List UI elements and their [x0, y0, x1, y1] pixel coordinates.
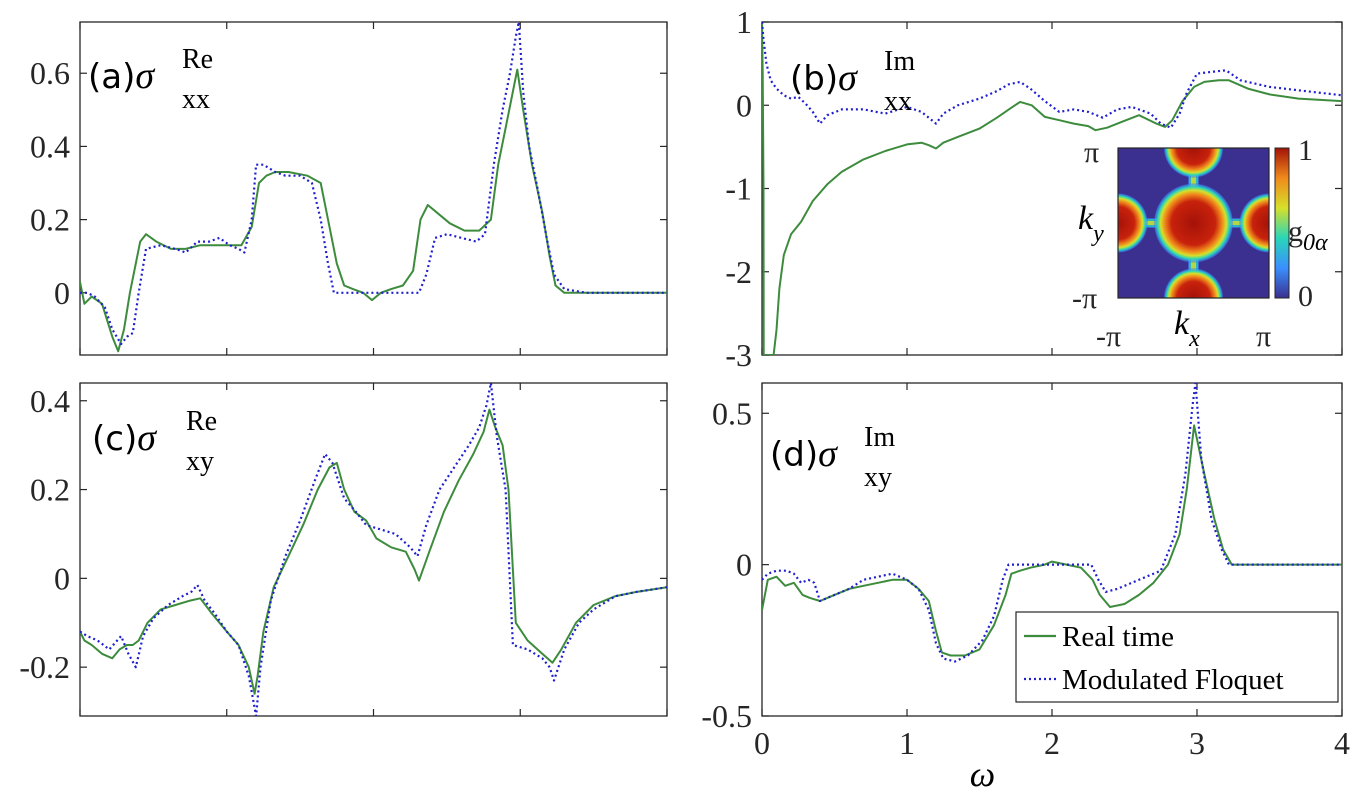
axes-box-c	[79, 382, 668, 717]
panel-a: 0 0.2 0.4 0.6 (a)σ Re xx	[30, 21, 668, 356]
xtick-label-d: 1	[899, 725, 915, 761]
ytick-label-d: 0	[736, 547, 752, 583]
panel-subscript-b: xx	[884, 86, 912, 117]
legend-label-real-time: Real time	[1062, 621, 1174, 653]
panel-superscript-c: Re	[186, 406, 217, 437]
ytick-label-b: -3	[725, 337, 752, 373]
axes-box-a	[79, 21, 668, 356]
legend: Real time Modulated Floquet	[1015, 611, 1339, 703]
ytick-label-c: -0.2	[19, 649, 70, 685]
panel-subscript-d: xy	[864, 462, 892, 493]
inset-ylabel: ky	[1078, 200, 1104, 247]
series-line-real-time-a	[80, 68, 667, 353]
series-line-real-time-d	[762, 424, 1342, 657]
ytick-label-a: 0.4	[30, 128, 70, 164]
inset-ytick-top: π	[1084, 136, 1099, 169]
panel-b: -3 -2 -1 0 1 (b)σ Im xx	[725, 4, 1343, 373]
inset-xtick-right: π	[1256, 320, 1271, 353]
ytick-label-b: 0	[736, 87, 752, 123]
ytick-label-b: -1	[725, 171, 752, 207]
series-line-modulated-floquet-d	[762, 383, 1342, 663]
xtick-label-d: 4	[1334, 725, 1350, 761]
inset-heatmap-field	[1118, 148, 1269, 298]
panel-superscript-b: Im	[884, 46, 915, 77]
ytick-label-c: 0.4	[30, 383, 70, 419]
panel-label-a: (a)σ	[88, 55, 155, 97]
ytick-label-b: -2	[725, 254, 752, 290]
panel-subscript-c: xy	[186, 446, 214, 477]
series-line-modulated-floquet-a	[80, 22, 667, 346]
xlabel-d: ω	[970, 754, 995, 794]
xtick-label-d: 0	[754, 725, 770, 761]
inset-xtick-left: -π	[1096, 320, 1121, 353]
colorbar-tick-min: 0	[1298, 280, 1313, 313]
ytick-label-d: 0.5	[712, 395, 752, 431]
ytick-label-b: 1	[736, 4, 752, 40]
ytick-label-a: 0	[54, 275, 70, 311]
panel-c: -0.2 0 0.2 0.4 (c)σ Re xy	[19, 382, 668, 717]
panel-superscript-a: Re	[182, 44, 213, 75]
ytick-label-a: 0.2	[30, 202, 70, 238]
colorbar-label: g0α	[1288, 215, 1328, 256]
ytick-label-c: 0.2	[30, 472, 70, 508]
xtick-label-d: 3	[1189, 725, 1205, 761]
xtick-label-d: 2	[1044, 725, 1060, 761]
ytick-label-c: 0	[54, 560, 70, 596]
panel-superscript-d: Im	[864, 422, 895, 453]
panel-label-c: (c)σ	[92, 417, 157, 459]
legend-box	[1015, 611, 1339, 703]
inset-ytick-bottom: -π	[1072, 282, 1097, 315]
panel-label-d: (d)σ	[770, 433, 838, 475]
colorbar-tick-max: 1	[1298, 134, 1313, 167]
inset-xlabel: kx	[1174, 305, 1200, 352]
legend-label-modulated-floquet: Modulated Floquet	[1062, 664, 1284, 696]
inset-colorbar	[1274, 147, 1290, 299]
panel-subscript-a: xx	[182, 84, 210, 115]
inset-heatmap: 1 0 g0α π -π -π π kx ky	[1072, 134, 1328, 353]
panel-label-b: (b)σ	[790, 57, 858, 99]
series-line-modulated-floquet-c	[80, 383, 667, 716]
ytick-label-d: -0.5	[701, 698, 752, 734]
series-line-real-time-c	[80, 408, 667, 695]
ytick-label-a: 0.6	[30, 55, 70, 91]
